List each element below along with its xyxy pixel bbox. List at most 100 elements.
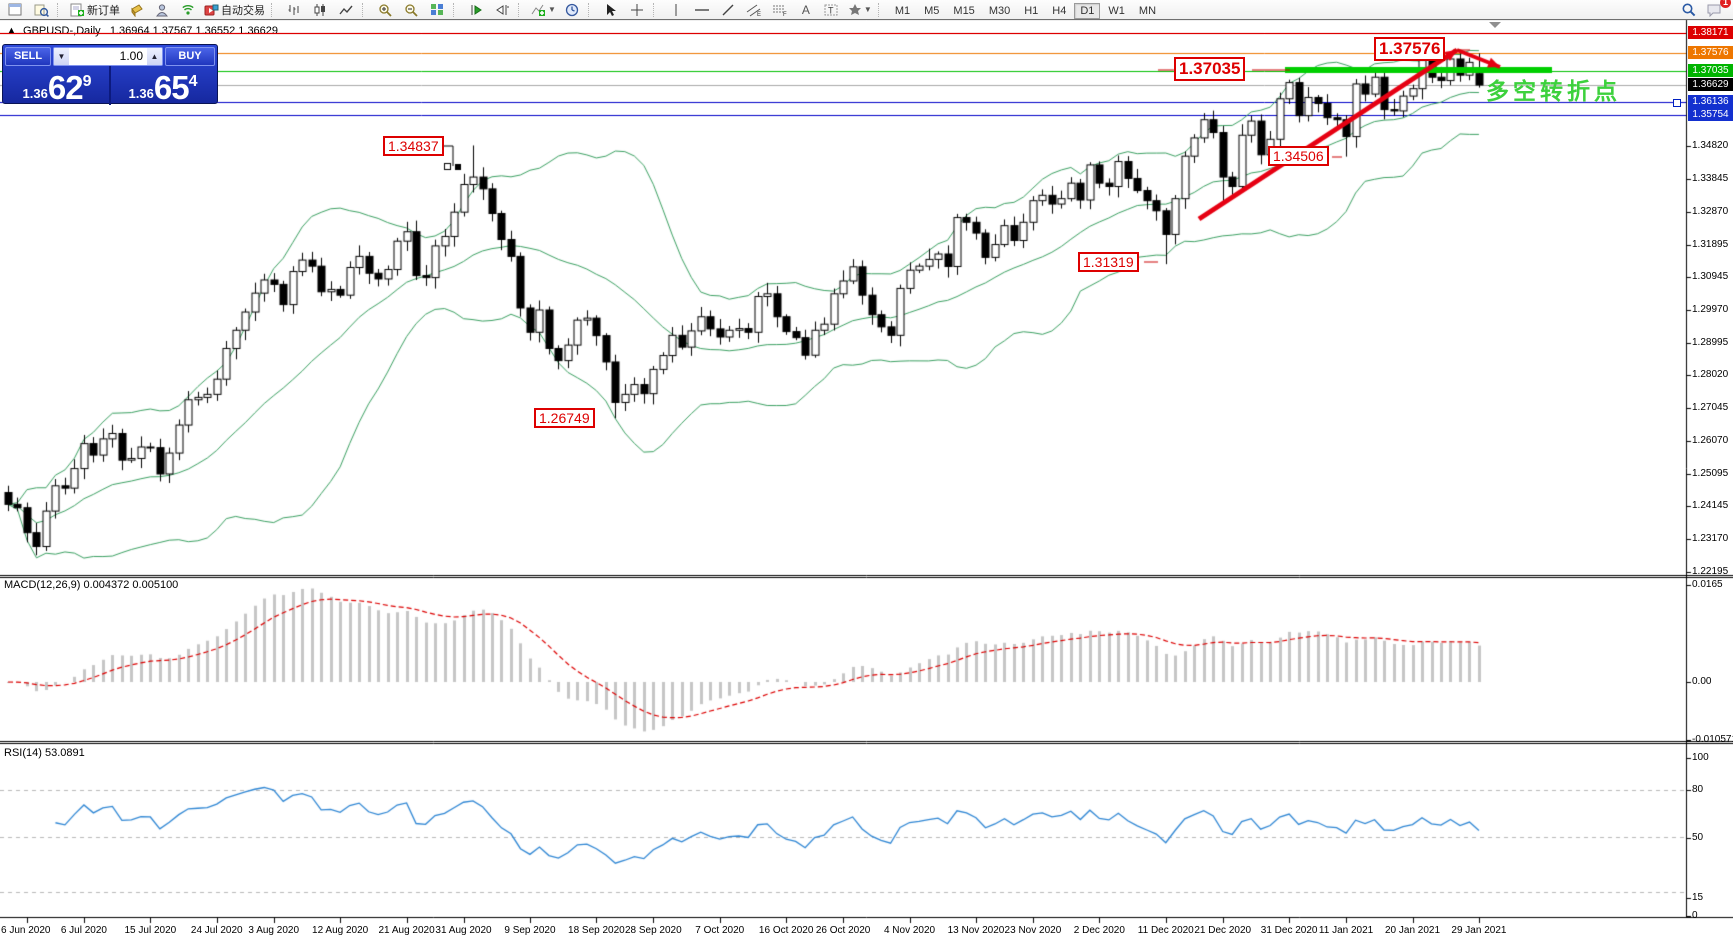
rsi-indicator-label: RSI(14) 53.0891	[4, 747, 85, 759]
line-chart-type-icon[interactable]	[333, 1, 359, 19]
date-axis-tick: 7 Oct 2020	[695, 925, 745, 936]
search-icon[interactable]	[1675, 1, 1701, 19]
buy-price-big: 65	[153, 69, 190, 106]
candlestick-type-icon[interactable]	[307, 1, 333, 19]
chart-price-label-1-34837[interactable]: 1.34837	[383, 136, 444, 156]
buy-price[interactable]: 1.36 65 4	[111, 66, 215, 105]
trendline-tool-icon[interactable]	[715, 1, 741, 19]
rsi-axis-tick: 15	[1692, 892, 1704, 903]
chart-price-label-1-37035[interactable]: 1.37035	[1174, 57, 1246, 81]
date-axis-tick: 24 Jul 2020	[190, 925, 243, 936]
rsi-axis-tick: 80	[1692, 784, 1704, 795]
price-axis-tick: 1.28020	[1692, 369, 1729, 381]
date-axis-tick: 20 Jan 2021	[1384, 925, 1441, 936]
chart-shift-marker-icon[interactable]	[1489, 22, 1501, 28]
zoom-in-icon[interactable]	[372, 1, 398, 19]
sell-price-sup: 9	[82, 73, 92, 90]
chart-price-label-1-26749[interactable]: 1.26749	[534, 408, 595, 428]
tf-button-m1[interactable]: M1	[894, 4, 911, 17]
fibonacci-tool-icon[interactable]: F	[767, 1, 793, 19]
new-order-button[interactable]: 新订单	[67, 1, 123, 19]
cursor-icon[interactable]	[598, 1, 624, 19]
autotrading-button[interactable]: 自动交易	[201, 1, 268, 19]
autotrading-label: 自动交易	[221, 4, 265, 17]
toolbar-separator	[587, 2, 595, 17]
crosshair-icon[interactable]	[624, 1, 650, 19]
tf-button-d1[interactable]: D1	[1074, 2, 1101, 19]
chart-shift-icon[interactable]	[489, 1, 515, 19]
chart-price-label-1-34506[interactable]: 1.34506	[1268, 146, 1329, 166]
date-axis-tick: 21 Dec 2020	[1194, 925, 1252, 936]
volume-decrease-button[interactable]: ▼	[54, 48, 69, 65]
horizontal-line-tool-icon[interactable]	[689, 1, 715, 19]
price-axis-tick: 1.26070	[1692, 435, 1729, 447]
tf-button-m15[interactable]: M15	[953, 4, 975, 17]
volume-value[interactable]: 1.00	[119, 49, 143, 63]
tf-button-w1[interactable]: W1	[1108, 4, 1125, 17]
profiles-icon[interactable]	[149, 1, 175, 19]
price-axis-tick: 1.23170	[1692, 533, 1729, 545]
date-axis-tick: 6 Jun 2020	[1, 925, 51, 936]
auto-scroll-icon[interactable]	[463, 1, 489, 19]
timeframe-group: M1 M5 M15 M30 H1 H4 D1 W1 MN	[888, 1, 1163, 19]
vertical-line-tool-icon[interactable]	[663, 1, 689, 19]
buy-price-prefix: 1.36	[128, 86, 154, 101]
tile-windows-icon[interactable]	[424, 1, 450, 19]
price-axis-tick: 1.30945	[1692, 270, 1729, 282]
tf-button-m30[interactable]: M30	[988, 4, 1011, 17]
pane-divider-main-macd[interactable]	[0, 573, 1733, 578]
collapse-marker-icon[interactable]: ▲	[6, 25, 17, 37]
volume-increase-button[interactable]: ▲	[147, 48, 162, 65]
hline-selection-handle[interactable]	[1673, 98, 1681, 107]
date-axis-tick: 21 Aug 2020	[378, 925, 435, 936]
label-tool-icon[interactable]: T	[819, 1, 845, 19]
date-axis-tick: 13 Nov 2020	[947, 925, 1005, 936]
periods-clock-icon[interactable]	[559, 1, 585, 19]
zoom-out-icon[interactable]	[398, 1, 424, 19]
notifications-icon[interactable]: 1	[1701, 0, 1731, 19]
chart-price-label-1-37576[interactable]: 1.37576	[1374, 37, 1446, 61]
bar-chart-type-icon[interactable]	[281, 1, 307, 19]
panel-divider	[109, 66, 111, 105]
sell-price[interactable]: 1.36 62 9	[5, 66, 109, 105]
svg-text:E: E	[757, 12, 761, 17]
signal-icon[interactable]	[175, 1, 201, 19]
text-tool-icon[interactable]: A	[801, 2, 810, 17]
data-window-icon[interactable]	[28, 1, 54, 19]
styles-bucket-icon[interactable]	[123, 1, 149, 19]
price-badge-1-35754: 1.35754	[1688, 107, 1733, 121]
price-axis-tick: 1.28995	[1692, 336, 1729, 348]
toolbar-separator	[57, 2, 64, 17]
sell-button[interactable]: SELL	[5, 47, 51, 66]
chart-note-text[interactable]: 多空转折点	[1486, 78, 1621, 104]
chart-price-label-1-31319[interactable]: 1.31319	[1078, 252, 1139, 272]
price-axis-tick: 1.33845	[1692, 172, 1729, 184]
price-axis-tick: 1.32870	[1692, 205, 1729, 217]
toolbar-separator	[518, 2, 525, 17]
pane-divider-macd-rsi[interactable]	[0, 739, 1733, 744]
date-axis-tick: 6 Jul 2020	[60, 925, 107, 936]
macd-axis-tick: 0.00	[1692, 676, 1712, 687]
macd-indicator-label: MACD(12,26,9) 0.004372 0.005100	[4, 579, 179, 591]
indicators-caret-icon: ▼	[548, 4, 556, 14]
tf-button-h4[interactable]: H4	[1052, 4, 1067, 17]
toolbar-separator	[453, 2, 460, 17]
tf-button-h1[interactable]: H1	[1024, 4, 1039, 17]
arrows-tool-icon[interactable]: ▼	[845, 1, 875, 19]
one-click-trading-panel: SELL ▼ 1.00 ▲ BUY 1.36 62 9 1.36 65 4	[2, 44, 218, 105]
indicators-icon[interactable]: ▼	[528, 1, 559, 19]
macd-axis-tick: -0.010571	[1692, 734, 1733, 745]
toolbar-separator	[271, 2, 278, 17]
buy-button[interactable]: BUY	[165, 47, 215, 66]
date-axis-tick: 15 Jul 2020	[124, 925, 177, 936]
channel-tool-icon[interactable]: E	[741, 1, 767, 19]
price-axis-tick: 1.27045	[1692, 402, 1729, 414]
price-axis-tick: 1.25095	[1692, 468, 1729, 480]
chart-window-icon[interactable]	[2, 1, 28, 19]
tf-button-mn[interactable]: MN	[1138, 4, 1157, 17]
tf-button-m5[interactable]: M5	[924, 4, 940, 17]
resistance-line-1-38171[interactable]	[0, 33, 1686, 34]
price-axis-tick: 1.22195	[1692, 566, 1729, 577]
date-axis-tick: 29 Jan 2021	[1451, 925, 1507, 936]
